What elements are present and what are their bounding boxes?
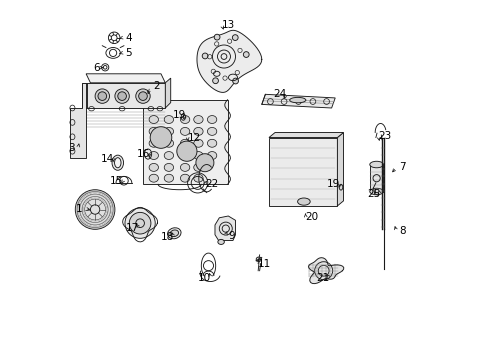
Circle shape [95,89,109,103]
Ellipse shape [207,139,216,147]
Text: 23: 23 [378,131,391,141]
Polygon shape [86,83,165,108]
Circle shape [202,53,207,59]
Ellipse shape [180,116,189,123]
Text: 1: 1 [76,204,82,214]
Circle shape [75,190,115,229]
Ellipse shape [164,127,173,135]
Text: 19: 19 [172,110,185,120]
Polygon shape [215,216,235,240]
Text: 21: 21 [316,273,329,283]
Polygon shape [261,94,335,108]
Text: 6: 6 [93,63,99,73]
Ellipse shape [207,116,216,123]
Ellipse shape [180,163,189,171]
Text: 19: 19 [326,179,340,189]
Text: 13: 13 [221,20,234,30]
Bar [142,100,227,184]
Text: 7: 7 [399,162,406,172]
Polygon shape [308,258,343,284]
Ellipse shape [193,139,203,147]
Polygon shape [70,83,86,158]
Polygon shape [86,74,165,83]
Polygon shape [337,132,343,206]
Ellipse shape [207,152,216,159]
Polygon shape [81,83,87,108]
Ellipse shape [369,188,383,195]
Text: 12: 12 [187,132,200,143]
Text: 20: 20 [305,212,318,222]
Circle shape [115,89,129,103]
Ellipse shape [149,139,158,147]
Text: 18: 18 [160,232,173,242]
Circle shape [232,78,238,84]
Polygon shape [268,132,343,138]
Ellipse shape [149,152,158,159]
Ellipse shape [164,139,173,147]
Ellipse shape [193,127,203,135]
Text: 11: 11 [257,258,270,269]
Ellipse shape [112,155,123,170]
Ellipse shape [164,116,173,123]
Ellipse shape [297,198,309,205]
Ellipse shape [193,116,203,123]
Text: 4: 4 [125,33,132,43]
Circle shape [125,208,155,238]
Ellipse shape [256,257,261,261]
Circle shape [150,127,171,148]
Ellipse shape [170,230,178,237]
Circle shape [139,92,147,100]
Circle shape [177,141,197,161]
Ellipse shape [180,174,189,182]
Ellipse shape [180,139,189,147]
Ellipse shape [164,152,173,159]
Circle shape [214,34,220,40]
Ellipse shape [164,174,173,182]
Circle shape [118,92,126,100]
Text: 16: 16 [136,149,149,159]
Ellipse shape [180,152,189,159]
Text: 24: 24 [273,89,286,99]
Polygon shape [197,30,261,93]
Ellipse shape [193,174,203,182]
Text: 25: 25 [366,189,379,199]
Ellipse shape [149,163,158,171]
Bar [369,165,383,192]
Ellipse shape [114,158,121,168]
Ellipse shape [207,127,216,135]
Text: 14: 14 [100,154,113,164]
Circle shape [243,51,248,57]
Circle shape [136,89,150,103]
Text: 15: 15 [110,176,123,186]
Text: 5: 5 [125,48,132,58]
Text: 8: 8 [399,226,406,236]
Ellipse shape [193,152,203,159]
Text: 9: 9 [228,231,235,241]
Ellipse shape [164,163,173,171]
Text: 2: 2 [153,81,159,91]
Text: 17: 17 [125,222,139,233]
Circle shape [98,92,106,100]
Circle shape [212,78,218,84]
Text: 10: 10 [197,273,210,283]
Text: 22: 22 [204,179,218,189]
Circle shape [232,35,238,40]
Ellipse shape [289,97,305,103]
Circle shape [196,154,213,172]
Ellipse shape [149,174,158,182]
Text: 3: 3 [68,143,75,153]
Circle shape [129,212,151,234]
Ellipse shape [218,239,224,244]
Polygon shape [268,138,337,206]
Ellipse shape [193,163,203,171]
Ellipse shape [180,127,189,135]
Polygon shape [165,78,170,108]
Ellipse shape [369,161,383,168]
Ellipse shape [149,127,158,135]
Ellipse shape [167,228,181,239]
Ellipse shape [149,116,158,123]
